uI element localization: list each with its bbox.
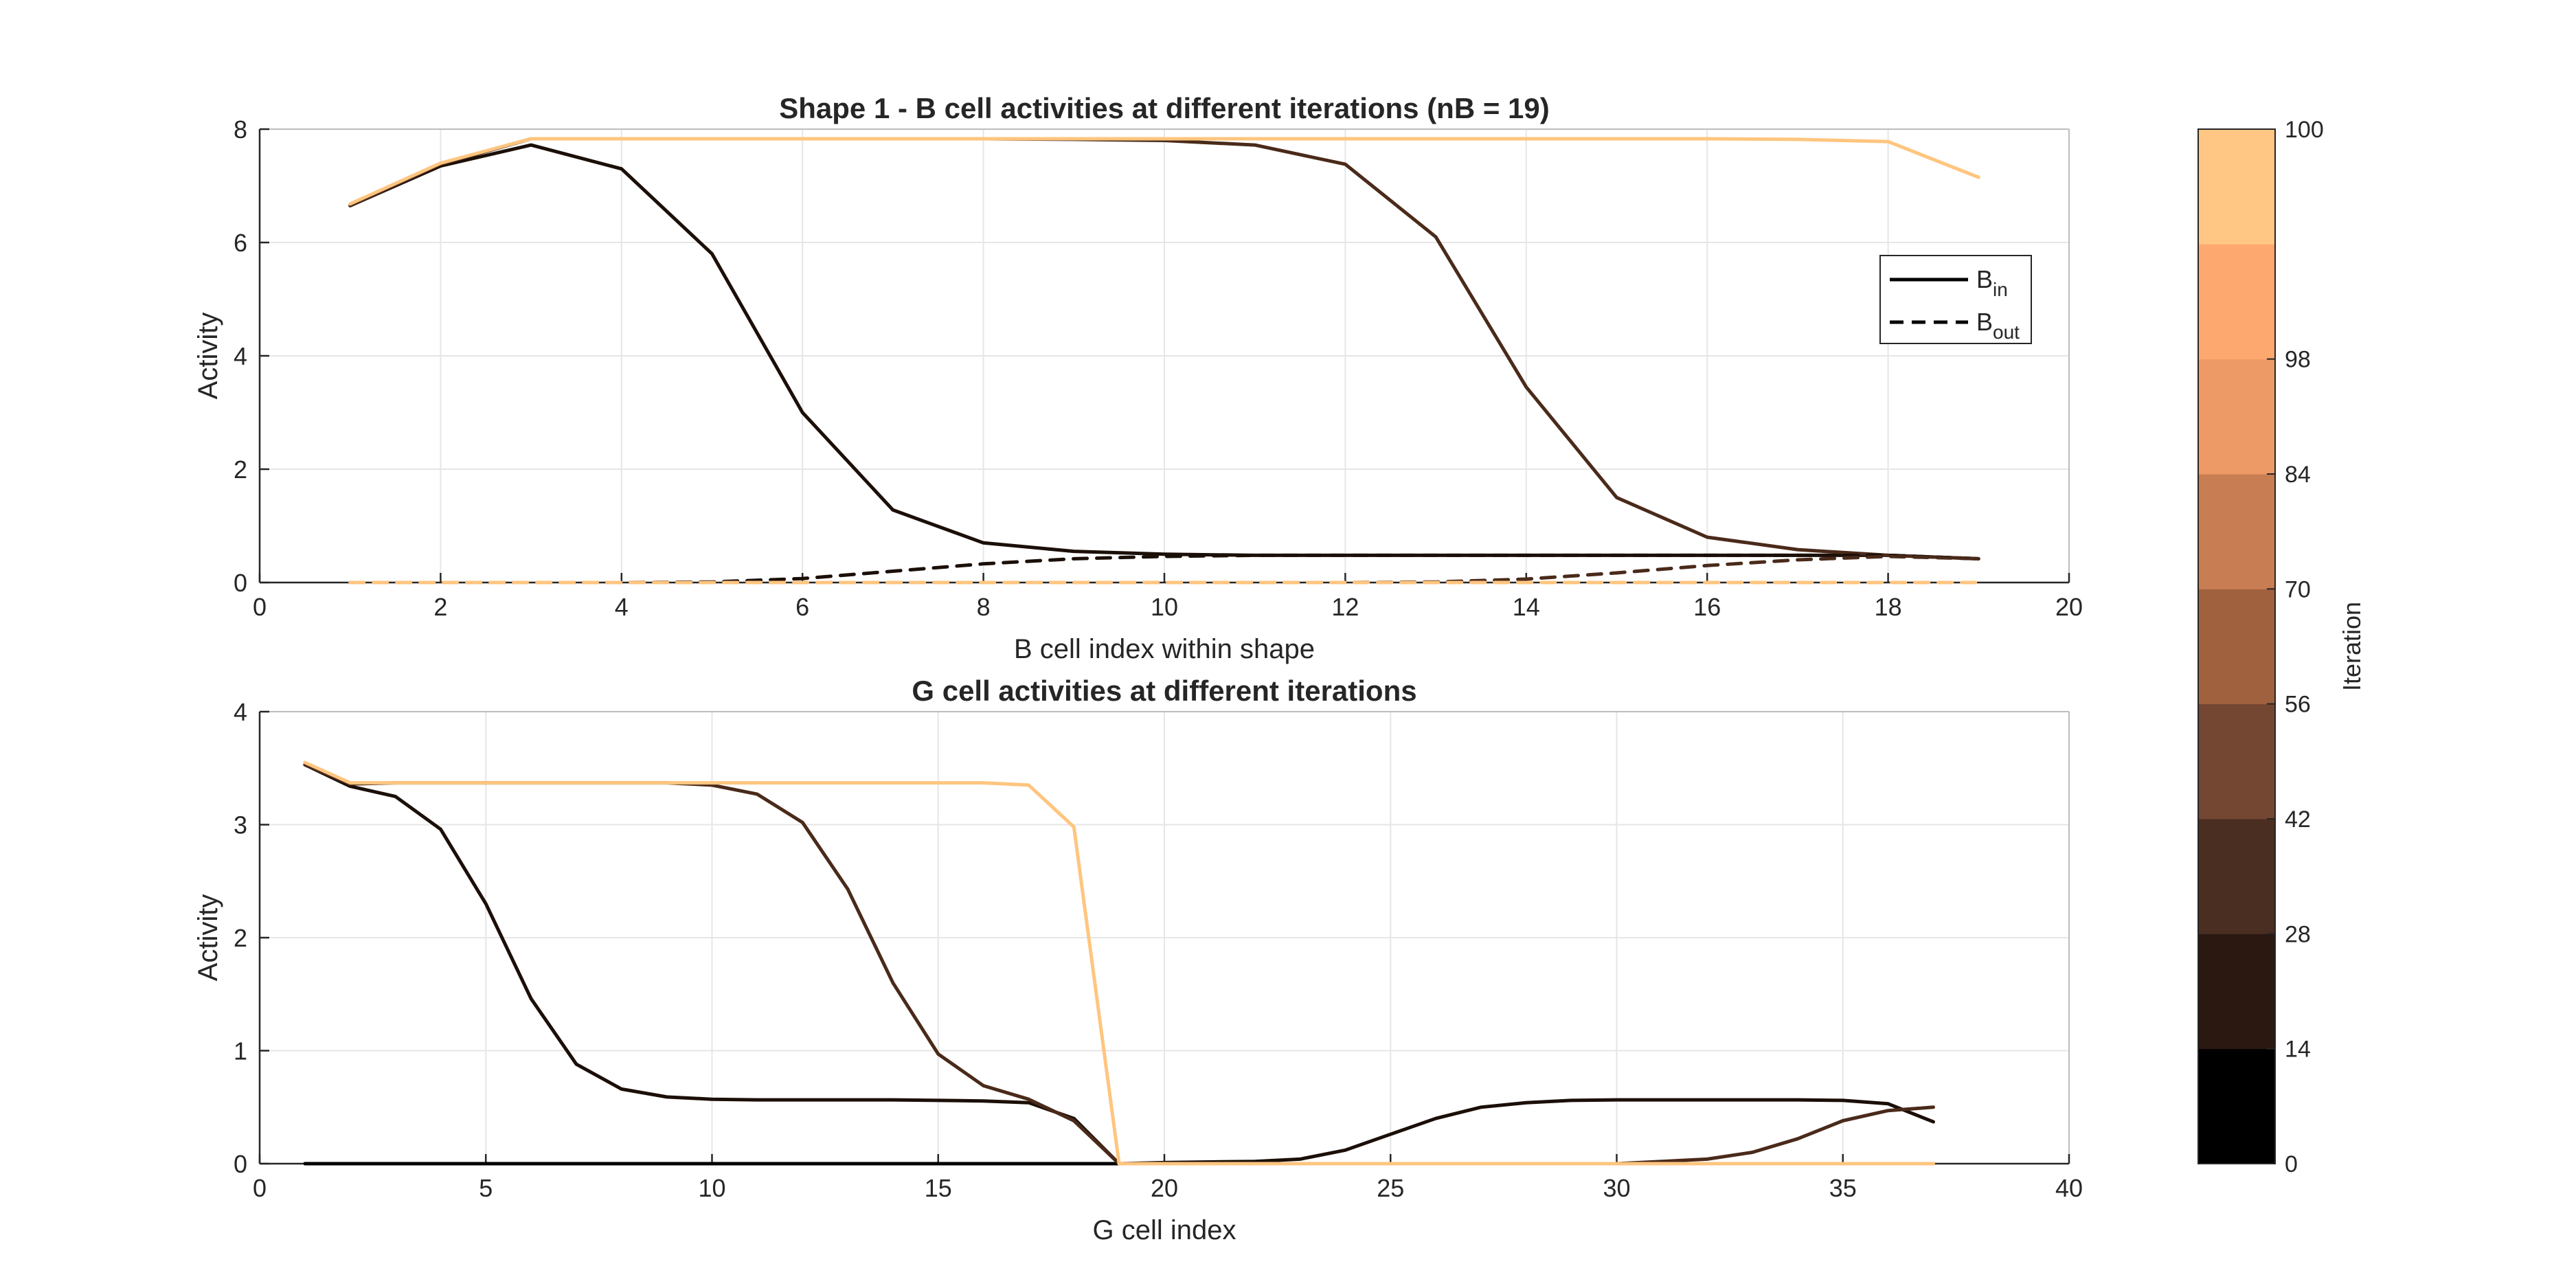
y-tick-label: 1 <box>234 1037 247 1065</box>
colorbar-tick-label: 28 <box>2285 921 2311 947</box>
series-line-2 <box>348 137 1980 206</box>
series-line-3 <box>303 760 1935 1166</box>
colorbar-tick-label: 100 <box>2285 117 2324 143</box>
y-tick-label: 2 <box>234 455 247 484</box>
x-tick-label: 5 <box>479 1174 493 1202</box>
x-tick-label: 20 <box>1151 1174 1178 1202</box>
colorbar-tick-label: 56 <box>2285 692 2311 718</box>
x-tick-label: 8 <box>977 593 991 621</box>
x-axis-label: B cell index within shape <box>1014 634 1315 664</box>
legend-entry-subscript: out <box>1993 321 2020 343</box>
y-tick-label: 4 <box>234 342 247 370</box>
colorbar-segment <box>2198 474 2275 589</box>
colorbar-segment <box>2198 129 2275 245</box>
colorbar-tick-label: 70 <box>2285 576 2311 602</box>
y-tick-label: 6 <box>234 229 247 257</box>
x-tick-label: 40 <box>2055 1174 2083 1202</box>
chart-title: G cell activities at different iteration… <box>912 675 1416 707</box>
x-tick-label: 20 <box>2055 593 2083 621</box>
y-axis-label: Activity <box>193 894 223 982</box>
x-tick-label: 35 <box>1829 1174 1857 1202</box>
legend-entry-subscript: in <box>1993 279 2008 300</box>
bottom-plot-g-cells: 0 5 10 15 20 25 30 35 40 0 1 2 3 4 G cell activities a… <box>193 675 2083 1245</box>
x-tick-label: 0 <box>253 1174 267 1202</box>
colorbar-segment <box>2198 359 2275 475</box>
chart-title: Shape 1 - B cell activities at different… <box>779 92 1550 124</box>
x-tick-label: 10 <box>698 1174 725 1202</box>
x-tick-label: 6 <box>795 593 809 621</box>
legend-entry-main: B <box>1976 265 1993 293</box>
colorbar-tick-label: 42 <box>2285 806 2311 833</box>
x-tick-label: 12 <box>1331 593 1359 621</box>
x-tick-label: 0 <box>253 593 267 621</box>
y-tick-label: 0 <box>234 569 247 597</box>
y-tick-label: 3 <box>234 811 247 839</box>
legend-entry-label: Bin <box>1976 265 2008 300</box>
colorbar-segment <box>2198 589 2275 705</box>
legend-box <box>1879 255 2032 344</box>
colorbar-label: Iteration <box>2338 602 2366 691</box>
iteration-colorbar: 0 14 28 42 56 70 84 98 100 Iteration <box>2197 117 2366 1177</box>
colorbar-segment <box>2198 819 2275 934</box>
colorbar-frame <box>2197 128 2276 1164</box>
y-tick-label: 8 <box>234 115 247 144</box>
series-group <box>303 760 1935 1166</box>
colorbar-segment <box>2198 934 2275 1050</box>
y-tick-label: 0 <box>234 1150 247 1178</box>
colorbar-segment <box>2198 1048 2275 1164</box>
series-group <box>348 137 1980 585</box>
x-tick-label: 18 <box>1875 593 1902 621</box>
x-tick-label: 4 <box>615 593 629 621</box>
y-axis-label: Activity <box>193 313 223 400</box>
colorbar-tick-label: 0 <box>2285 1151 2298 1177</box>
legend-entry-label: Bout <box>1976 308 2020 343</box>
x-tick-label: 25 <box>1377 1174 1404 1202</box>
y-tick-label: 2 <box>234 924 247 952</box>
x-tick-label: 15 <box>925 1174 952 1202</box>
x-tick-label: 10 <box>1151 593 1178 621</box>
colorbar-tick-label: 14 <box>2285 1037 2311 1063</box>
legend-entry-main: B <box>1976 308 1993 336</box>
x-tick-label: 14 <box>1513 593 1540 621</box>
x-axis-label: G cell index <box>1093 1215 1236 1245</box>
y-tick-label: 4 <box>234 698 247 726</box>
colorbar-segment <box>2198 703 2275 820</box>
x-tick-label: 16 <box>1693 593 1721 621</box>
x-tick-label: 2 <box>433 593 447 621</box>
x-tick-label: 30 <box>1603 1174 1630 1202</box>
colorbar-tick-label: 84 <box>2285 462 2311 488</box>
colorbar-tick-label: 98 <box>2285 347 2311 373</box>
top-plot-b-cells: 0 2 4 6 8 10 12 14 16 18 20 0 2 4 6 8 Shape 1 - B cell a… <box>193 92 2083 664</box>
colorbar-segment <box>2198 244 2275 360</box>
